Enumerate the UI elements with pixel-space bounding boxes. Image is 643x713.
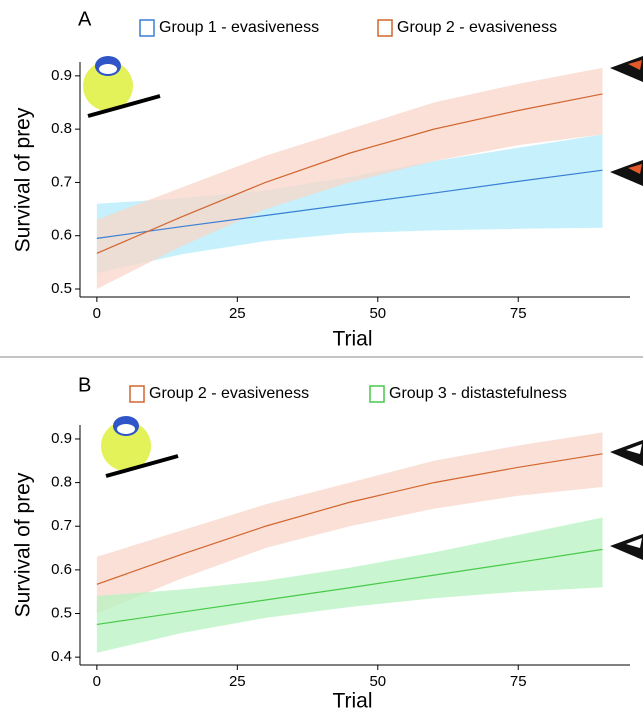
y-tick-label: 0.6 <box>51 561 72 578</box>
y-tick-label: 0.7 <box>51 173 72 190</box>
x-tick-label: 25 <box>229 305 246 322</box>
y-tick-label: 0.9 <box>51 67 72 84</box>
legend-swatch <box>139 19 155 37</box>
y-tick-label: 0.8 <box>51 120 72 137</box>
confidence-band <box>96 432 603 614</box>
y-tick-label: 0.5 <box>51 280 72 297</box>
panel-label: A <box>78 8 92 30</box>
legend-label: Group 3 - distastefulness <box>389 385 567 402</box>
x-tick-label: 0 <box>93 305 101 322</box>
x-tick-label: 0 <box>93 673 101 690</box>
y-tick-label: 0.7 <box>51 517 72 534</box>
y-axis-title: Survival of prey <box>12 472 35 617</box>
butterfly-icon <box>610 56 643 560</box>
confidence-band <box>96 67 603 290</box>
x-tick-label: 50 <box>369 673 386 690</box>
legend-label: Group 1 - evasiveness <box>159 19 319 36</box>
y-axis-title: Survival of prey <box>12 107 35 252</box>
x-tick-label: 25 <box>229 673 246 690</box>
y-tick-label: 0.6 <box>51 227 72 244</box>
x-axis-title: Trial <box>332 328 372 351</box>
x-axis-title: Trial <box>332 690 372 713</box>
line <box>96 93 603 254</box>
x-tick-label: 75 <box>510 305 527 322</box>
legend-label: Group 2 - evasiveness <box>149 385 309 402</box>
x-tick-label: 75 <box>510 673 527 690</box>
line <box>96 169 603 239</box>
x-tick-label: 50 <box>369 305 386 322</box>
y-tick-label: 0.4 <box>51 648 72 665</box>
y-tick-label: 0.5 <box>51 604 72 621</box>
line <box>96 453 603 585</box>
legend-swatch <box>129 385 145 403</box>
y-tick-label: 0.9 <box>51 430 72 447</box>
confidence-band <box>96 517 603 653</box>
line <box>96 548 603 626</box>
bird-icon <box>101 416 179 478</box>
panel-label: B <box>78 374 91 396</box>
bird-icon <box>83 56 161 118</box>
legend-swatch <box>369 385 385 403</box>
legend-label: Group 2 - evasiveness <box>397 19 557 36</box>
y-tick-label: 0.8 <box>51 474 72 491</box>
legend-swatch <box>377 19 393 37</box>
